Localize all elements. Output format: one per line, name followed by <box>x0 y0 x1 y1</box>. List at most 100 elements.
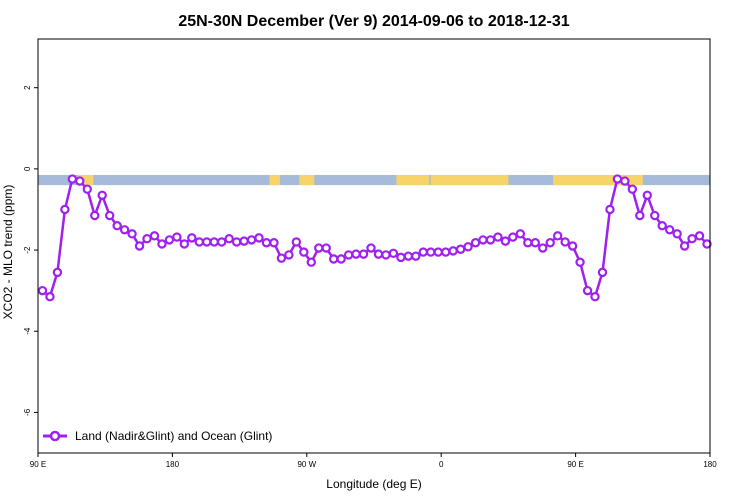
data-point <box>373 249 384 259</box>
data-point <box>597 267 608 278</box>
data-point <box>142 233 152 244</box>
data-point <box>343 250 354 260</box>
data-point <box>567 241 578 251</box>
data-point <box>351 249 361 259</box>
data-point <box>284 250 294 260</box>
data-point <box>45 292 55 302</box>
data-point <box>545 238 555 248</box>
land-ocean-band <box>38 174 710 186</box>
data-point <box>575 257 585 267</box>
data-point <box>194 237 204 247</box>
land-segment <box>553 174 643 186</box>
data-point <box>209 237 219 247</box>
x-tick-label: 90 W <box>297 460 316 469</box>
data-point <box>664 225 675 235</box>
data-point <box>82 184 92 194</box>
land-segment <box>299 174 315 186</box>
data-point <box>127 229 137 239</box>
x-axis-label: Longitude (deg E) <box>326 477 421 491</box>
data-point <box>605 204 615 215</box>
data-point <box>67 174 78 184</box>
ocean-band <box>38 174 710 186</box>
data-point <box>381 250 391 260</box>
data-point <box>426 247 436 257</box>
data-point <box>97 190 107 200</box>
data-point <box>627 184 638 194</box>
axis-ticks: 90 E 180 90 W 0 90 E 180 2 0 -2 -4 -6 <box>23 85 717 469</box>
data-point <box>149 231 160 241</box>
data-point <box>672 229 682 239</box>
data-point <box>515 229 526 239</box>
series-line <box>41 177 708 298</box>
data-point <box>261 238 272 248</box>
x-tick-label: 90 E <box>567 460 583 469</box>
data-point <box>246 235 257 245</box>
data-point <box>478 235 488 245</box>
data-point <box>620 176 630 186</box>
data-point <box>75 176 85 186</box>
y-tick-label: 2 <box>23 85 32 90</box>
data-point <box>216 237 227 247</box>
data-point <box>299 247 309 257</box>
land-segment <box>78 174 94 186</box>
data-point <box>254 233 264 243</box>
data-point <box>112 221 122 231</box>
x-tick-label: 180 <box>166 460 180 469</box>
legend-label: Land (Nadir&Glint) and Ocean (Glint) <box>75 429 272 443</box>
plot-frame <box>37 38 711 454</box>
data-point <box>269 238 279 248</box>
data-point <box>306 257 316 267</box>
land-segment <box>396 174 430 186</box>
data-point <box>366 243 376 253</box>
data-point <box>396 252 406 263</box>
data-point <box>202 237 212 247</box>
data-point <box>403 251 414 261</box>
land-segment <box>430 174 509 186</box>
data-point <box>134 241 145 251</box>
data-point <box>90 210 100 221</box>
data-point <box>448 246 458 256</box>
legend: Land (Nadir&Glint) and Ocean (Glint) <box>43 429 272 443</box>
data-point <box>500 236 511 246</box>
data-point <box>52 267 63 278</box>
data-point <box>104 210 115 221</box>
x-tick-label: 0 <box>439 460 444 469</box>
data-point <box>433 247 443 257</box>
y-tick-label: -6 <box>23 408 32 416</box>
data-point <box>119 225 130 235</box>
data-point <box>530 238 540 248</box>
data-point <box>314 243 324 253</box>
data-point <box>582 285 593 296</box>
data-point <box>231 237 242 247</box>
data-point <box>590 292 600 302</box>
data-point <box>187 233 197 243</box>
data-point <box>485 235 496 245</box>
data-point <box>291 237 302 247</box>
data-point <box>687 233 697 244</box>
x-tick-label: 90 E <box>30 460 46 469</box>
data-point <box>702 239 712 249</box>
y-tick-label: 0 <box>23 166 32 171</box>
data-point <box>560 237 570 247</box>
data-point <box>635 210 645 221</box>
data-point <box>552 231 563 241</box>
data-point <box>470 238 481 248</box>
legend-marker <box>49 430 61 442</box>
data-point <box>224 233 234 244</box>
series-layer <box>37 174 712 302</box>
y-tick-label: -4 <box>23 327 32 335</box>
data-point <box>538 243 548 253</box>
data-point <box>336 254 346 264</box>
data-point <box>508 232 518 242</box>
data-point <box>523 238 533 248</box>
data-point <box>694 231 705 241</box>
data-point <box>321 243 331 253</box>
land-segment <box>269 174 280 186</box>
data-point <box>157 239 167 249</box>
data-point <box>388 248 399 259</box>
data-point <box>60 204 70 215</box>
data-point <box>37 285 48 296</box>
data-point <box>418 247 428 257</box>
data-point <box>657 221 667 231</box>
data-point <box>650 210 660 221</box>
